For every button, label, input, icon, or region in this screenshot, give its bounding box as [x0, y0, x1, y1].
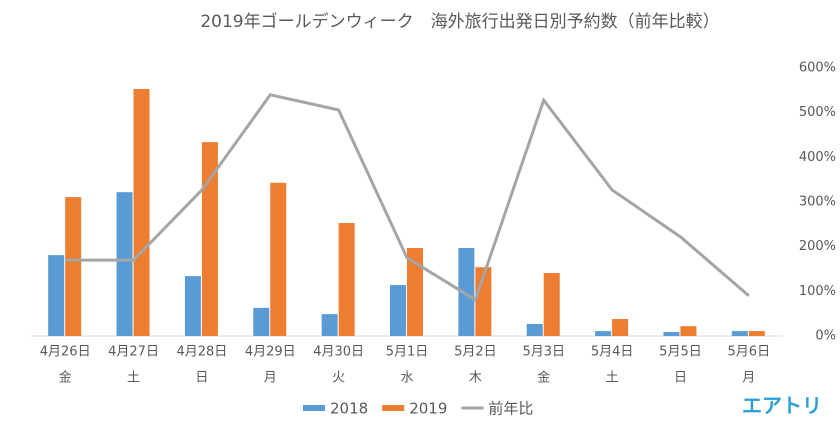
y2-tick-label: 0%	[815, 329, 836, 344]
chart-title: 2019年ゴールデンウィーク 海外旅行出発日別予約数（前年比較）	[200, 11, 719, 32]
bar	[543, 273, 560, 336]
bar	[748, 331, 765, 336]
weekday-label: 金	[537, 370, 550, 386]
bar	[458, 248, 475, 336]
x-tick-label: 5月4日	[591, 345, 634, 360]
bar	[407, 248, 423, 336]
y2-tick-label: 100%	[799, 284, 836, 299]
y2-tick-label: 300%	[799, 195, 836, 210]
weekday-label: 土	[606, 371, 619, 386]
x-tick-label: 5月6日	[728, 345, 771, 360]
x-tick-label: 5月2日	[454, 345, 497, 360]
weekday-label: 日	[674, 371, 687, 386]
x-tick-label: 4月27日	[108, 345, 159, 360]
weekday-label: 木	[469, 371, 482, 386]
bar	[731, 331, 748, 336]
legend-swatch	[382, 405, 405, 411]
x-tick-label: 4月26日	[40, 345, 91, 360]
bar	[680, 326, 697, 336]
bar	[116, 192, 133, 336]
bar	[390, 285, 406, 336]
weekday-label: 日	[195, 371, 208, 386]
legend-label: 2019	[409, 400, 447, 418]
weekday-label: 火	[332, 371, 345, 386]
x-tick-label: 5月5日	[659, 345, 702, 360]
logo: エアトリ	[742, 394, 822, 418]
line	[65, 93, 750, 303]
weekday-label: 金	[59, 370, 72, 386]
legend-label: 前年比	[488, 400, 533, 418]
y2-tick-label: 600%	[799, 61, 836, 76]
y2-tick-label: 200%	[799, 239, 836, 254]
bar	[184, 276, 201, 336]
legend-label: 2018	[330, 400, 368, 418]
bar	[595, 331, 612, 336]
bar	[612, 319, 629, 336]
weekday-label: 水	[400, 371, 413, 386]
x-tick-label: 5月3日	[522, 345, 565, 360]
bar	[133, 88, 150, 336]
weekday-label: 月	[264, 371, 277, 386]
y2-tick-label: 400%	[799, 150, 836, 165]
y2-tick-label: 500%	[799, 105, 836, 120]
bar	[48, 255, 65, 336]
x-tick-label: 5月1日	[386, 345, 429, 360]
legend-swatch	[303, 405, 325, 411]
bar	[526, 323, 543, 336]
bar	[338, 222, 355, 336]
bar	[253, 307, 270, 336]
bar	[270, 182, 287, 336]
bar	[65, 197, 82, 336]
bar	[663, 331, 680, 336]
x-tick-label: 4月28日	[176, 345, 227, 360]
x-tick-label: 4月29日	[245, 345, 296, 360]
weekday-label: 月	[742, 371, 755, 386]
bar	[201, 142, 218, 336]
x-tick-label: 4月30日	[313, 345, 364, 360]
weekday-label: 土	[127, 371, 140, 386]
bar	[321, 314, 338, 336]
